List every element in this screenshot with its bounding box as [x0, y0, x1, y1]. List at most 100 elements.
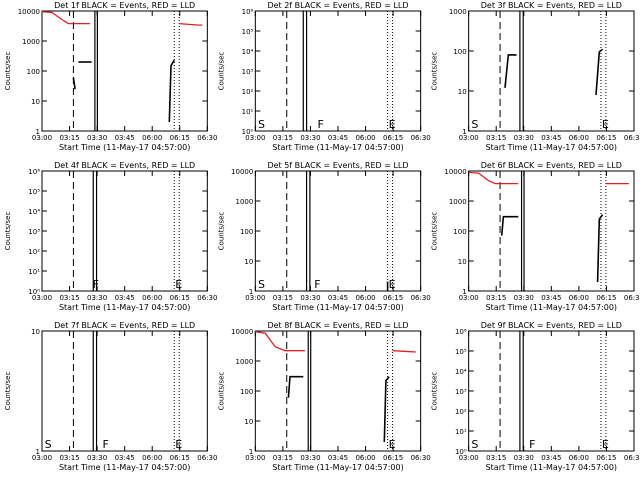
x-tick-label: 06:30	[411, 134, 431, 142]
x-tick-label: 03:45	[541, 134, 561, 142]
x-tick-label: 03:30	[514, 134, 534, 142]
marker-letter-s: S	[471, 118, 478, 131]
marker-letter-e: E	[175, 438, 182, 451]
x-axis-label: Start Time (11-May-17 04:57:00)	[486, 143, 617, 152]
x-tick-label: 03:45	[541, 294, 561, 302]
y-tick-label: 10³	[455, 388, 467, 396]
x-tick-label: 03:00	[459, 454, 479, 462]
x-tick-label: 03:00	[32, 134, 52, 142]
y-tick-label: 10	[244, 258, 253, 266]
x-tick-label: 03:30	[87, 454, 107, 462]
marker-letter-e: E	[175, 278, 182, 291]
y-tick-label: 10000	[18, 8, 40, 16]
panel-title: Det 7f BLACK = Events, RED = LLD	[54, 321, 195, 330]
plot-frame	[254, 170, 422, 292]
x-tick-label: 03:30	[514, 454, 534, 462]
x-tick-label: 03:00	[245, 454, 265, 462]
y-tick-label: 100	[240, 228, 253, 236]
y-tick-label: 10⁶	[455, 328, 467, 336]
y-tick-label: 100	[453, 48, 466, 56]
y-tick-label: 1	[462, 128, 466, 136]
x-tick-label: 06:00	[142, 294, 162, 302]
panel-title: Det 4f BLACK = Events, RED = LLD	[54, 161, 195, 170]
y-tick-label: 10¹	[242, 108, 254, 116]
y-tick-label: 10	[31, 328, 40, 336]
x-tick-label: 06:00	[142, 134, 162, 142]
x-tick-label: 03:45	[328, 134, 348, 142]
y-tick-label: 1000	[236, 358, 254, 366]
x-tick-label: 06:15	[596, 134, 616, 142]
lld-series-line	[41, 11, 90, 25]
y-tick-label: 10³	[28, 228, 40, 236]
y-tick-label: 10¹	[28, 268, 40, 276]
x-tick-label: 03:30	[87, 294, 107, 302]
x-tick-label: 03:00	[245, 294, 265, 302]
x-tick-label: 03:15	[59, 294, 79, 302]
y-tick-label: 10⁰	[242, 128, 254, 136]
y-tick-label: 10000	[231, 328, 253, 336]
x-tick-label: 06:15	[383, 294, 403, 302]
x-tick-label: 03:30	[514, 294, 534, 302]
y-tick-label: 10⁴	[28, 208, 40, 216]
lld-series-line	[179, 22, 203, 26]
y-tick-label: 10⁵	[242, 28, 254, 36]
y-tick-label: 10000	[444, 168, 466, 176]
marker-letter-f: F	[314, 278, 320, 291]
y-tick-label: 1	[462, 288, 466, 296]
x-tick-label: 06:30	[411, 294, 431, 302]
y-tick-label: 10⁶	[242, 8, 254, 16]
y-tick-label: 10⁵	[455, 348, 467, 356]
plot-frame	[468, 330, 635, 452]
x-tick-label: 03:45	[328, 454, 348, 462]
lld-series-line	[468, 171, 519, 185]
events-series-line	[595, 48, 604, 95]
panel-title: Det 9f BLACK = Events, RED = LLD	[481, 321, 622, 330]
x-tick-label: 06:00	[569, 294, 589, 302]
y-tick-label: 10	[244, 418, 253, 426]
x-tick-label: 03:45	[541, 454, 561, 462]
x-tick-label: 03:00	[32, 294, 52, 302]
y-tick-label: 100	[27, 68, 40, 76]
x-axis-label: Start Time (11-May-17 04:57:00)	[486, 463, 617, 472]
x-tick-label: 06:00	[569, 134, 589, 142]
x-tick-label: 03:00	[245, 134, 265, 142]
plot-frame	[41, 330, 208, 452]
y-axis-label: Counts/sec	[4, 212, 12, 251]
x-tick-label: 06:15	[170, 134, 190, 142]
x-tick-label: 06:00	[569, 454, 589, 462]
lld-series-line	[392, 350, 416, 353]
marker-letter-s: S	[471, 438, 478, 451]
x-tick-label: 06:30	[624, 134, 640, 142]
x-tick-label: 03:45	[115, 134, 135, 142]
y-tick-label: 10000	[231, 168, 253, 176]
y-tick-label: 10⁰	[28, 288, 40, 296]
y-tick-label: 10²	[455, 408, 467, 416]
panel-title: Det 2f BLACK = Events, RED = LLD	[267, 1, 408, 10]
y-tick-label: 10⁴	[242, 48, 254, 56]
y-tick-label: 1	[36, 448, 40, 456]
x-tick-label: 06:30	[624, 454, 640, 462]
events-series-line	[500, 215, 519, 236]
x-axis-label: Start Time (11-May-17 04:57:00)	[59, 143, 190, 152]
marker-letter-s: S	[258, 278, 265, 291]
panel-9: Det 9f BLACK = Events, RED = LLD 10⁰ 10¹ 10…	[431, 321, 640, 472]
x-axis-label: Start Time (11-May-17 04:57:00)	[486, 303, 617, 312]
y-axis-label: Counts/sec	[4, 52, 12, 91]
marker-letter-f: F	[318, 118, 324, 131]
panel-5: Det 5f BLACK = Events, RED = LLD 1 10 100 10…	[217, 161, 430, 312]
x-tick-label: 06:00	[142, 454, 162, 462]
marker-letter-f: F	[103, 438, 109, 451]
panel-7: Det 7f BLACK = Events, RED = LLD 1 10 03:00…	[4, 321, 217, 472]
y-tick-label: 1000	[236, 198, 254, 206]
y-tick-label: 1	[36, 128, 40, 136]
y-axis-label: Counts/sec	[431, 212, 439, 251]
y-tick-label: 10²	[28, 248, 40, 256]
y-tick-label: 100	[240, 388, 253, 396]
x-tick-label: 03:15	[59, 134, 79, 142]
x-tick-label: 06:30	[197, 454, 217, 462]
marker-letter-e: E	[389, 118, 396, 131]
x-tick-label: 03:15	[59, 454, 79, 462]
y-tick-label: 10⁵	[28, 188, 40, 196]
